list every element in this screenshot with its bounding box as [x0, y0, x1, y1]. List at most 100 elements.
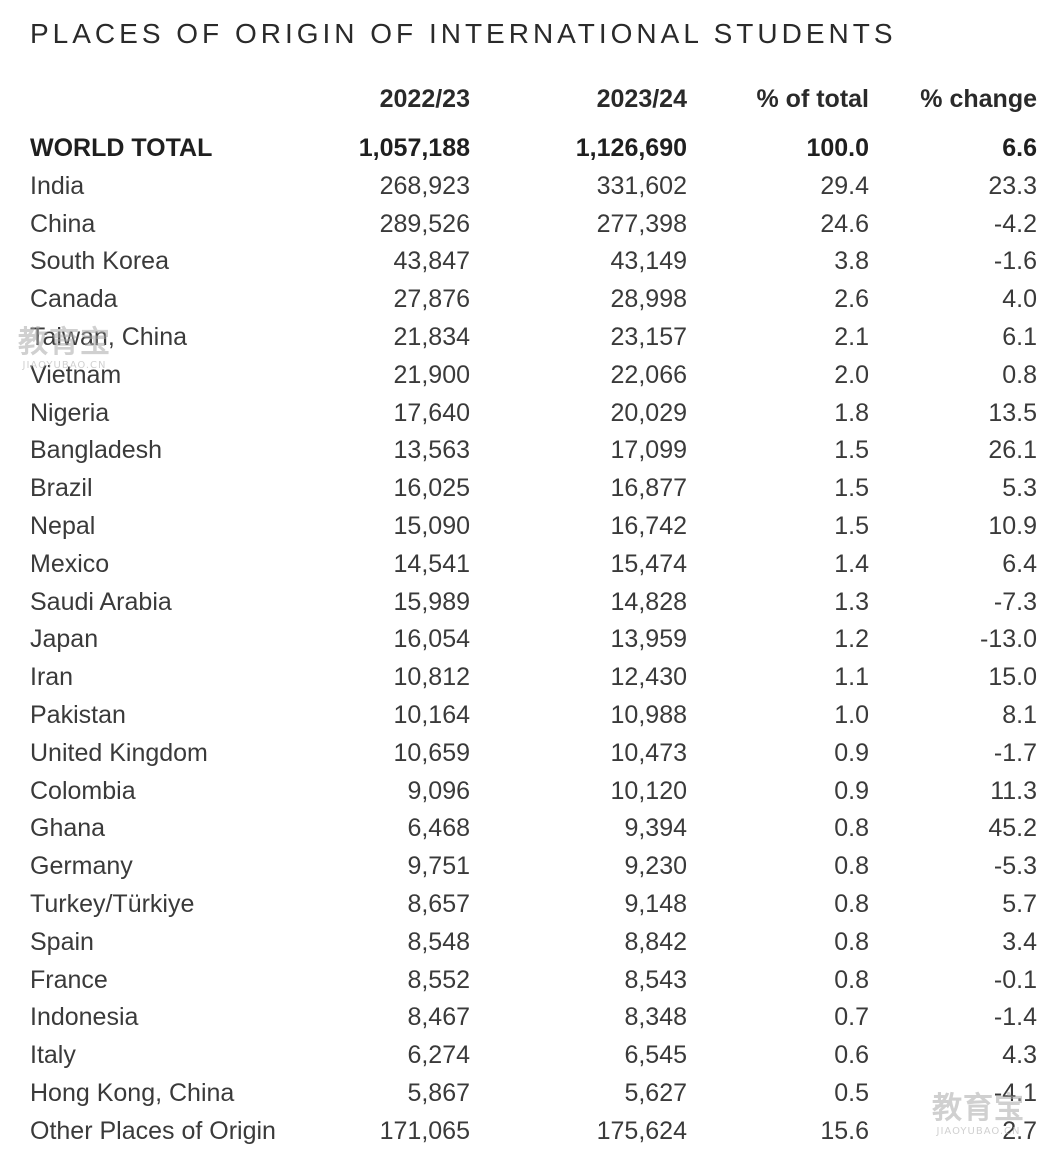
value-pct-change: 3.4: [1002, 927, 1037, 956]
country-name: Indonesia: [30, 1003, 139, 1032]
value-pct-change: -7.3: [993, 587, 1037, 616]
value-2023-24: 10,120: [610, 776, 687, 805]
value-pct-total: 2.1: [834, 322, 869, 351]
country-name: Hong Kong, China: [30, 1078, 235, 1107]
table-row: Indonesia 8,467 8,348 0.7 -1.4: [0, 999, 1063, 1037]
value-pct-change: 4.3: [1002, 1041, 1037, 1070]
row-edge: [1037, 886, 1063, 924]
country-name: Canada: [30, 285, 118, 314]
table-row: South Korea 43,847 43,149 3.8 -1.6: [0, 243, 1063, 281]
country-name: Turkey/Türkiye: [30, 889, 195, 918]
value-2022-23: 8,467: [407, 1003, 470, 1032]
row-edge: [1037, 470, 1063, 508]
value-pct-change: 10.9: [988, 511, 1037, 540]
value-2022-23: 21,834: [393, 322, 470, 351]
country-name: United Kingdom: [30, 738, 208, 767]
table-row: Turkey/Türkiye 8,657 9,148 0.8 5.7: [0, 886, 1063, 924]
country-name: Colombia: [30, 776, 136, 805]
value-2022-23: 13,563: [393, 436, 470, 465]
value-2023-24: 10,473: [610, 738, 687, 767]
value-2022-23: 8,657: [407, 889, 470, 918]
row-edge: [1037, 168, 1063, 206]
table-row: Saudi Arabia 15,989 14,828 1.3 -7.3: [0, 584, 1063, 622]
value-2022-23: 6,274: [407, 1041, 470, 1070]
value-pct-change: -1.4: [993, 1003, 1037, 1032]
value-pct-total: 0.6: [834, 1041, 869, 1070]
table-row: Ghana 6,468 9,394 0.8 45.2: [0, 810, 1063, 848]
row-edge: [1037, 395, 1063, 433]
row-edge: [1037, 999, 1063, 1037]
row-edge: [1037, 546, 1063, 584]
value-2023-24: 6,545: [624, 1041, 687, 1070]
table-row: Japan 16,054 13,959 1.2 -13.0: [0, 621, 1063, 659]
value-2022-23: 17,640: [393, 398, 470, 427]
value-2023-24: 12,430: [610, 663, 687, 692]
row-edge: [1037, 810, 1063, 848]
value-2023-24: 175,624: [596, 1116, 687, 1145]
row-edge: [1037, 206, 1063, 244]
country-name: Iran: [30, 663, 74, 692]
value-pct-change: 23.3: [988, 171, 1037, 200]
value-2022-23: 8,548: [407, 927, 470, 956]
row-edge: [1037, 1113, 1063, 1151]
value-pct-change: -0.1: [993, 965, 1037, 994]
value-2022-23: 5,867: [407, 1078, 470, 1107]
row-edge: [1037, 848, 1063, 886]
row-edge: [1037, 1075, 1063, 1113]
value-pct-change: -5.3: [993, 852, 1037, 881]
value-2023-24: 14,828: [610, 587, 687, 616]
table-header-row: 2022/23 2023/24 % of total % change: [0, 76, 1063, 122]
value-pct-change: 0.8: [1002, 360, 1037, 389]
row-edge: [1037, 962, 1063, 1000]
value-2023-24: 15,474: [610, 549, 687, 578]
value-pct-change: 4.0: [1002, 285, 1037, 314]
row-edge: [1037, 243, 1063, 281]
value-pct-change: 45.2: [988, 814, 1037, 843]
country-name: Germany: [30, 852, 133, 881]
value-2023-24: 23,157: [610, 322, 687, 351]
header-pct-total: % of total: [756, 85, 870, 113]
value-2022-23: 10,164: [393, 700, 470, 729]
value-pct-change: -1.6: [993, 247, 1037, 276]
table-row: India 268,923 331,602 29.4 23.3: [0, 168, 1063, 206]
value-2023-24: 9,148: [624, 889, 687, 918]
value-2023-24: 277,398: [596, 209, 687, 238]
country-name: Ghana: [30, 814, 106, 843]
total-2022-23: 1,057,188: [358, 134, 470, 162]
country-name: Nigeria: [30, 398, 110, 427]
country-rows: India 268,923 331,602 29.4 23.3 China 289,526 2…: [0, 168, 1063, 1151]
row-edge: [1037, 697, 1063, 735]
country-name: South Korea: [30, 247, 169, 276]
value-2022-23: 10,812: [393, 663, 470, 692]
table-row: United Kingdom 10,659 10,473 0.9 -1.7: [0, 735, 1063, 773]
header-edge: [1037, 76, 1063, 122]
value-2023-24: 5,627: [624, 1078, 687, 1107]
value-2023-24: 9,230: [624, 852, 687, 881]
table-row: Germany 9,751 9,230 0.8 -5.3: [0, 848, 1063, 886]
value-2023-24: 16,742: [610, 511, 687, 540]
country-name: Brazil: [30, 474, 93, 503]
table-row: Hong Kong, China 5,867 5,627 0.5 -4.1: [0, 1075, 1063, 1113]
table-row: China 289,526 277,398 24.6 -4.2: [0, 206, 1063, 244]
country-name: France: [30, 965, 108, 994]
value-pct-total: 1.5: [834, 511, 869, 540]
value-pct-total: 2.6: [834, 285, 869, 314]
value-pct-change: 11.3: [990, 776, 1037, 805]
value-pct-total: 1.0: [834, 700, 869, 729]
country-name: Bangladesh: [30, 436, 163, 465]
value-pct-total: 0.8: [834, 927, 869, 956]
value-2022-23: 27,876: [393, 285, 470, 314]
world-total-row: WORLD TOTAL 1,057,188 1,126,690 100.0 6.…: [0, 130, 1063, 168]
value-2022-23: 43,847: [393, 247, 470, 276]
value-2022-23: 268,923: [379, 171, 470, 200]
value-pct-total: 24.6: [820, 209, 869, 238]
origin-table: 2022/23 2023/24 % of total % change WORL…: [0, 76, 1063, 1151]
value-pct-total: 0.8: [834, 852, 869, 881]
value-pct-change: 26.1: [988, 436, 1037, 465]
value-2022-23: 15,989: [393, 587, 470, 616]
country-name: Spain: [30, 927, 94, 956]
table-row: Italy 6,274 6,545 0.6 4.3: [0, 1037, 1063, 1075]
table-row: Canada 27,876 28,998 2.6 4.0: [0, 281, 1063, 319]
country-name: China: [30, 209, 96, 238]
row-edge: [1037, 508, 1063, 546]
